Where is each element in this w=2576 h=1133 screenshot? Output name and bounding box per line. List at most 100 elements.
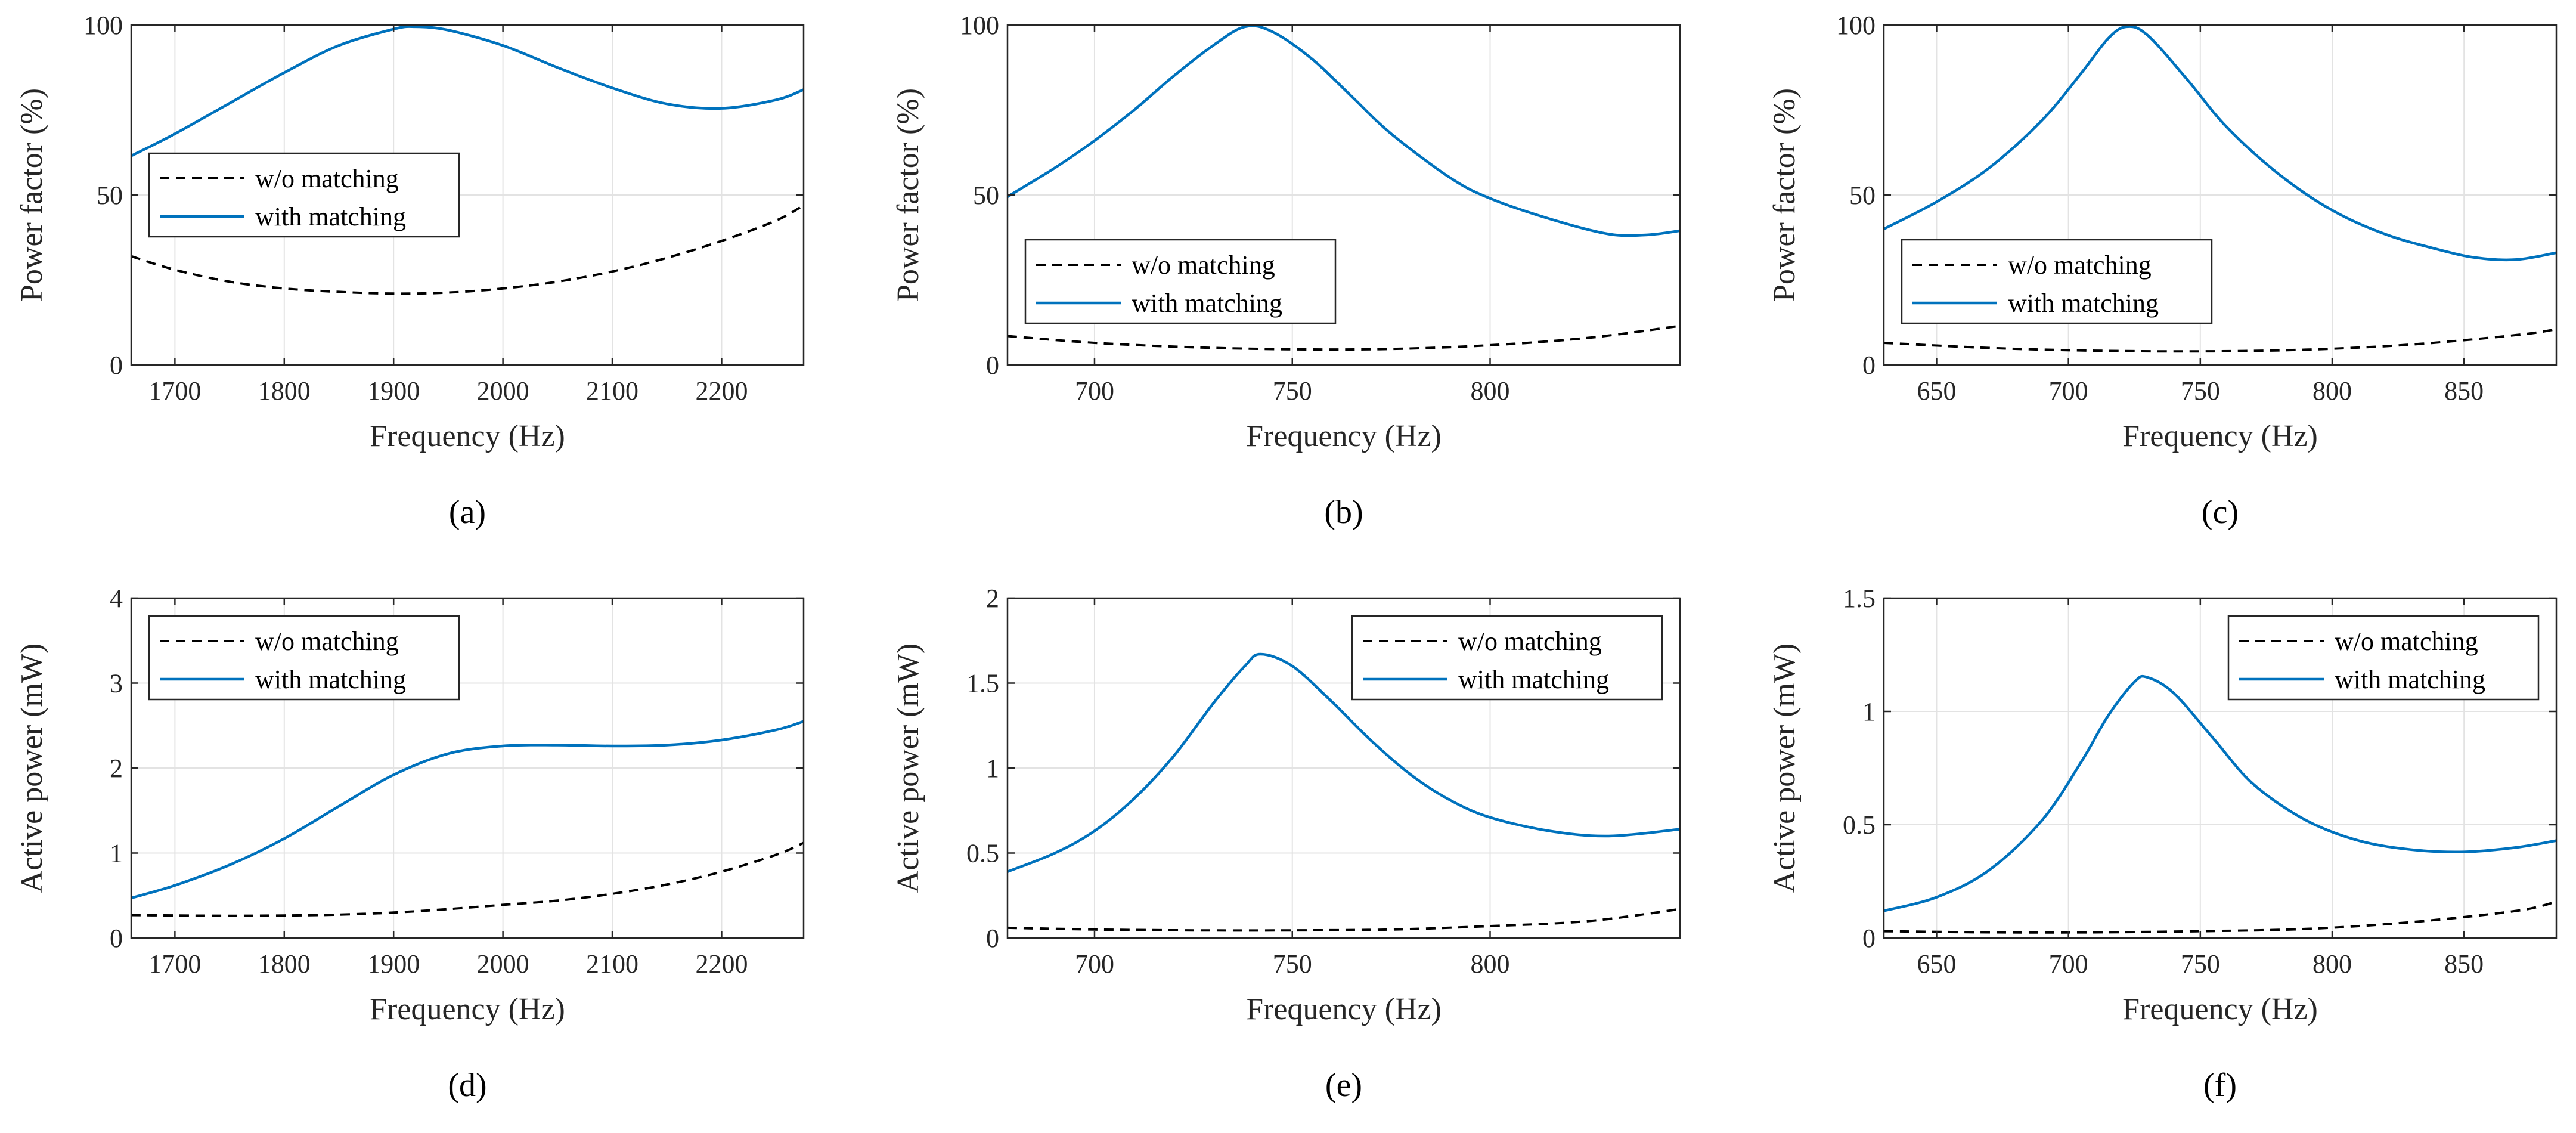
y-tick-label: 1 <box>1862 697 1876 726</box>
x-tick-label: 800 <box>2312 376 2352 405</box>
y-tick-label: 2 <box>986 584 999 613</box>
y-tick-label: 50 <box>973 181 999 210</box>
series-line-with-matching <box>131 25 804 157</box>
legend-label: w/o matching <box>255 627 399 656</box>
y-tick-label: 4 <box>110 584 123 613</box>
x-tick-label: 850 <box>2444 949 2484 979</box>
chart-panel-5: 700 750 800 0 0.5 1 1.5 2 Frequency (Hz) Active p… <box>891 584 1681 1104</box>
series-line-without-matching <box>131 841 804 917</box>
y-axis-label: Active power (mW) <box>1768 643 1802 893</box>
legend-label: w/o matching <box>1132 250 1275 280</box>
x-axis-label: Frequency (Hz) <box>370 419 565 453</box>
y-tick-label: 0 <box>1862 924 1876 953</box>
legend-label: with matching <box>2008 289 2159 318</box>
series-line-without-matching <box>1008 908 1680 932</box>
legend-label: with matching <box>255 665 406 694</box>
axes-box <box>1883 597 2558 939</box>
series-line-with-matching <box>1884 674 2556 912</box>
y-tick-label: 0 <box>110 351 123 380</box>
chart-panel-2: 700 750 800 0 50 100 Frequency (Hz) Power facto… <box>891 11 1681 531</box>
legend-box <box>1351 615 1663 701</box>
chart-panel-4: 1700 1800 1900 2000 2100 2200 0 1 2 3 4 Frequency (… <box>15 584 805 1104</box>
x-axis-label: Frequency (Hz) <box>370 992 565 1026</box>
panel-caption: (f) <box>2203 1067 2237 1104</box>
y-axis-label: Active power (mW) <box>15 643 49 893</box>
series-line-with-matching <box>1008 25 1680 237</box>
y-tick-label: 1 <box>986 754 999 783</box>
legend-label: with matching <box>2335 665 2485 694</box>
x-tick-label: 700 <box>1075 376 1114 405</box>
x-tick-label: 1900 <box>367 949 420 979</box>
y-tick-label: 50 <box>1849 181 1876 210</box>
x-tick-label: 2000 <box>477 949 529 979</box>
series-line-with-matching <box>1884 25 2556 262</box>
panel-caption: (b) <box>1324 494 1363 531</box>
legend: w/o matching with matching <box>1024 239 1337 324</box>
panel-caption: (a) <box>449 494 486 531</box>
series-line-without-matching <box>131 204 804 295</box>
y-tick-label: 0 <box>986 924 999 953</box>
legend-box <box>148 152 460 238</box>
x-tick-label: 700 <box>1075 949 1114 979</box>
legend-label: w/o matching <box>1458 627 1602 656</box>
legend-label: with matching <box>1458 665 1609 694</box>
legend-box <box>1901 239 2213 324</box>
series-line-without-matching <box>1008 324 1680 351</box>
y-tick-label: 0 <box>1862 351 1876 380</box>
legend-box <box>148 615 460 701</box>
y-axis-label: Power factor (%) <box>15 88 49 302</box>
y-tick-label: 1.5 <box>1843 584 1876 613</box>
x-tick-label: 700 <box>2049 376 2088 405</box>
x-axis-label: Frequency (Hz) <box>1246 992 1442 1026</box>
legend-label: w/o matching <box>255 164 399 193</box>
x-tick-label: 1900 <box>367 376 420 405</box>
y-tick-label: 0 <box>986 351 999 380</box>
series-line-with-matching <box>131 720 804 900</box>
x-tick-label: 650 <box>1917 949 1956 979</box>
x-tick-label: 750 <box>2181 376 2220 405</box>
y-tick-label: 3 <box>110 669 123 698</box>
y-tick-label: 0.5 <box>966 839 999 868</box>
panel-caption: (d) <box>448 1067 486 1104</box>
x-tick-label: 2200 <box>695 376 748 405</box>
y-axis-label: Power factor (%) <box>1768 88 1802 302</box>
y-tick-label: 100 <box>960 11 999 40</box>
y-tick-label: 50 <box>97 181 123 210</box>
x-tick-label: 650 <box>1917 376 1956 405</box>
y-tick-label: 0.5 <box>1843 810 1876 840</box>
y-tick-label: 100 <box>1836 11 1876 40</box>
x-tick-label: 800 <box>1471 949 1510 979</box>
x-tick-label: 850 <box>2444 376 2484 405</box>
x-axis-label: Frequency (Hz) <box>2122 992 2318 1026</box>
x-tick-label: 800 <box>2312 949 2352 979</box>
x-tick-label: 2100 <box>586 376 638 405</box>
x-axis-label: Frequency (Hz) <box>1246 419 1442 453</box>
legend: w/o matching with matching <box>2227 615 2540 701</box>
y-tick-label: 1 <box>110 839 123 868</box>
legend-box <box>2227 615 2540 701</box>
chart-panel-3: 650 700 750 800 850 0 50 100 Frequency (Hz) Power… <box>1768 11 2558 531</box>
panel-caption: (e) <box>1325 1067 1362 1104</box>
legend-label: w/o matching <box>2335 627 2478 656</box>
x-tick-label: 750 <box>1273 949 1312 979</box>
x-tick-label: 750 <box>2181 949 2220 979</box>
x-tick-label: 700 <box>2049 949 2088 979</box>
legend: w/o matching with matching <box>148 152 460 238</box>
series-line-with-matching <box>1008 652 1680 873</box>
x-axis-label: Frequency (Hz) <box>2122 419 2318 453</box>
legend: w/o matching with matching <box>1351 615 1663 701</box>
legend-label: with matching <box>1132 289 1282 318</box>
legend: w/o matching with matching <box>148 615 460 701</box>
legend-label: w/o matching <box>2008 250 2152 280</box>
chart-panel-6: 650 700 750 800 850 0 0.5 1 1.5 Frequency (Hz) Act… <box>1768 584 2558 1104</box>
x-tick-label: 1700 <box>148 376 201 405</box>
x-tick-label: 750 <box>1273 376 1312 405</box>
legend-box <box>1024 239 1337 324</box>
chart-panel-1: 1700 1800 1900 2000 2100 2200 0 50 100 Frequency … <box>15 11 805 531</box>
x-tick-label: 1800 <box>258 949 311 979</box>
x-tick-label: 1700 <box>148 949 201 979</box>
y-axis-label: Power factor (%) <box>891 88 925 302</box>
x-tick-label: 2000 <box>477 376 529 405</box>
panel-caption: (c) <box>2202 494 2239 531</box>
x-tick-label: 800 <box>1471 376 1510 405</box>
